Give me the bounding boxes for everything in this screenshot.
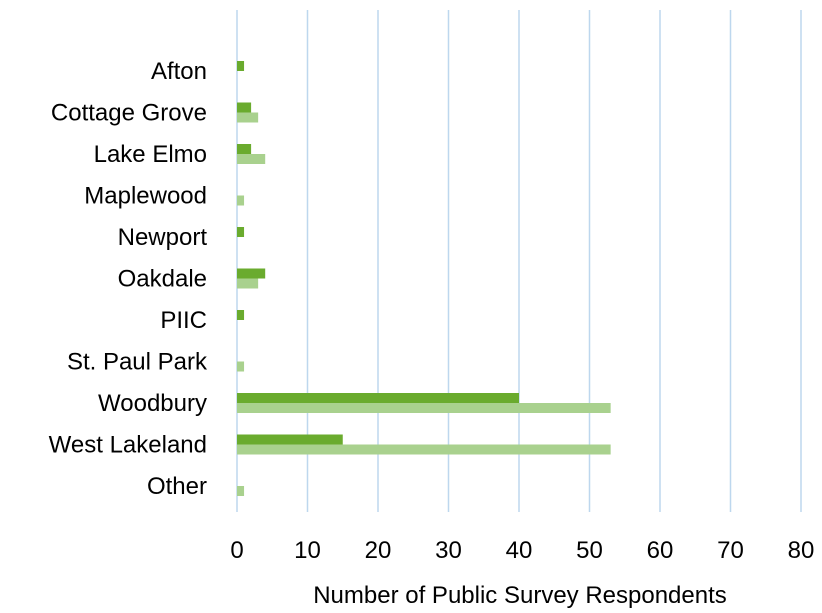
- bar-series-2: [237, 154, 266, 164]
- x-tick-label: 70: [717, 537, 744, 564]
- bar-series-1: [237, 310, 245, 320]
- category-labels: Afton Cottage Grove Lake Elmo Maplewood Newp…: [49, 58, 208, 500]
- category-label: Oakdale: [118, 266, 207, 293]
- bars: [237, 61, 611, 496]
- bar-series-2: [237, 195, 245, 206]
- x-tick-label: 10: [294, 537, 321, 564]
- category-label: Newport: [118, 224, 208, 251]
- x-tick-label: 40: [506, 537, 533, 564]
- bar-series-1: [237, 102, 252, 113]
- category-label: Lake Elmo: [94, 141, 207, 168]
- bar-series-2: [237, 112, 259, 123]
- x-tick-label: 80: [788, 537, 815, 564]
- x-tick-label: 50: [576, 537, 603, 564]
- bar-series-1: [237, 393, 519, 403]
- bar-series-2: [237, 278, 259, 289]
- category-label: Afton: [151, 58, 207, 85]
- x-tick-label: 60: [647, 537, 674, 564]
- x-tick-labels: 0 10 20 30 40 50 60 70 80: [230, 537, 814, 564]
- bar-series-2: [237, 486, 245, 496]
- x-tick-label: 0: [230, 537, 243, 564]
- category-label: Other: [147, 473, 207, 500]
- bar-series-1: [237, 227, 245, 237]
- category-label: St. Paul Park: [67, 349, 208, 376]
- category-label: West Lakeland: [49, 432, 207, 459]
- category-label: Cottage Grove: [51, 100, 207, 127]
- bar-series-1: [237, 144, 252, 154]
- bar-series-2: [237, 361, 245, 372]
- x-axis-title: Number of Public Survey Respondents: [313, 582, 727, 609]
- bar-series-1: [237, 61, 245, 71]
- x-tick-label: 30: [435, 537, 462, 564]
- bar-series-2: [237, 444, 611, 455]
- bar-series-2: [237, 403, 611, 413]
- category-label: Woodbury: [98, 390, 207, 417]
- bar-series-1: [237, 268, 266, 279]
- category-label: PIIC: [160, 307, 207, 334]
- bar-series-1: [237, 434, 343, 445]
- category-label: Maplewood: [84, 183, 207, 210]
- x-tick-label: 20: [365, 537, 392, 564]
- gridlines: [236, 10, 802, 512]
